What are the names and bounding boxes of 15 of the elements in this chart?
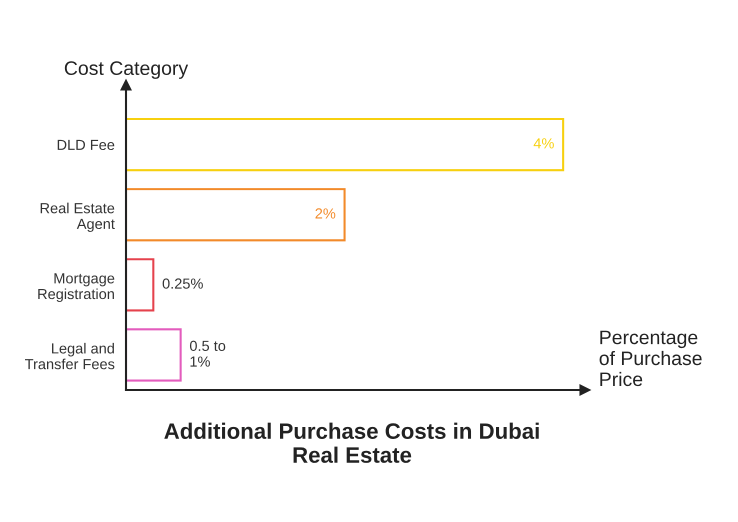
y-tick-label: Legal and Transfer Fees xyxy=(25,342,114,370)
data-label: 0.5 to 1% xyxy=(190,340,226,367)
bar xyxy=(126,258,154,312)
x-axis-title: Percentage of Purchase Price xyxy=(600,330,702,386)
y-axis-title: Cost Category xyxy=(64,61,188,79)
bar xyxy=(126,328,182,382)
y-tick-label: Real Estate Agent xyxy=(40,202,115,232)
bar xyxy=(126,118,564,172)
y-tick-label: Mortgage Registration xyxy=(38,273,114,302)
text: Additional Purchase Costs in Dubai Real Estate xyxy=(164,422,539,463)
data-label: 4% xyxy=(534,138,554,148)
data-label: 0.25% xyxy=(162,278,203,289)
data-label: 2% xyxy=(315,208,336,219)
y-tick-label: DLD Fee xyxy=(58,140,114,150)
bar xyxy=(126,188,346,242)
